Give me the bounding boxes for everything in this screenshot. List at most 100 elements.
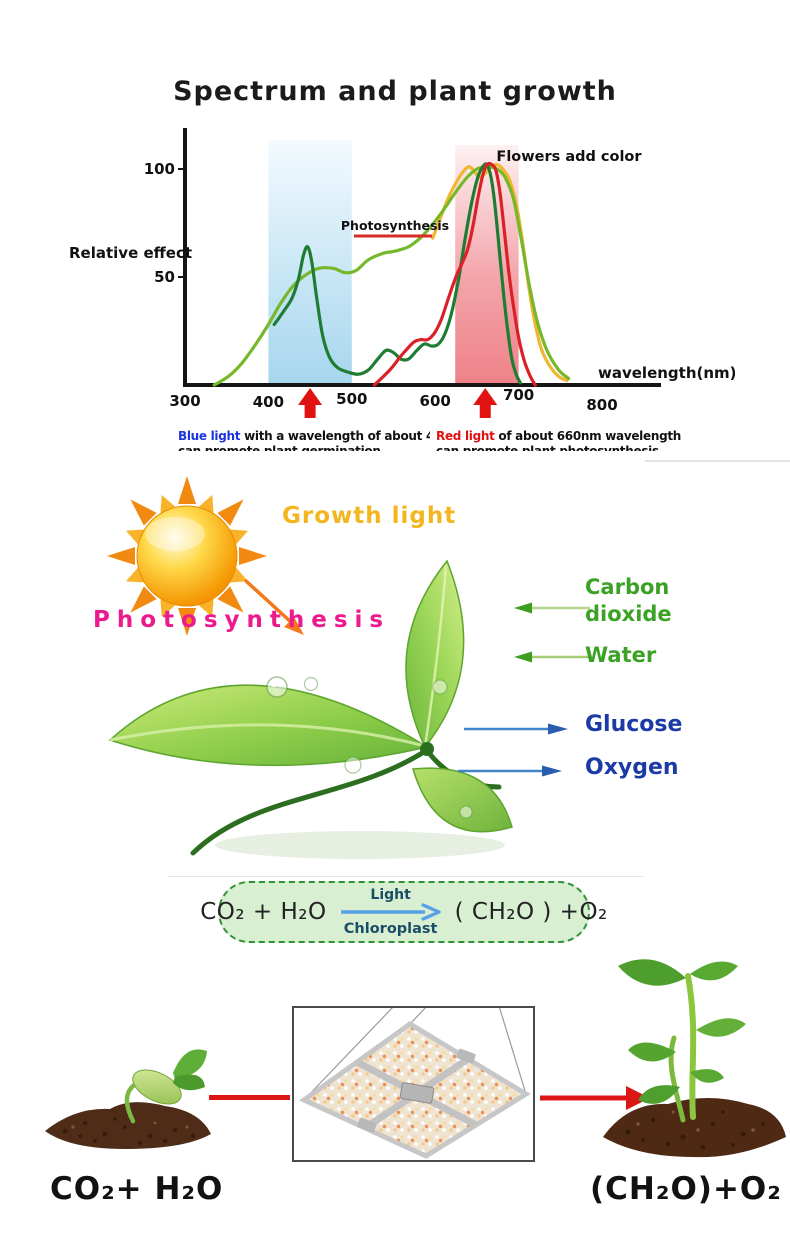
sun-ray xyxy=(126,567,144,583)
sun-icon xyxy=(107,476,267,636)
sun-ray xyxy=(178,476,196,504)
water-label: Water xyxy=(585,643,657,667)
grow-light-panel-box xyxy=(292,1005,535,1162)
caption-red-light: Red light of about 660nm wavelength can … xyxy=(436,429,686,451)
x-tick-label: 800 xyxy=(586,396,617,414)
leaf-upper-vein xyxy=(423,564,448,748)
plant-leaf-top-left xyxy=(618,959,686,986)
x-axis-label: wavelength(nm) xyxy=(598,364,735,382)
x-tick-label: 400 xyxy=(253,393,284,411)
sun-ray xyxy=(217,499,244,526)
sun-ray xyxy=(130,586,157,613)
divider-line-top xyxy=(645,460,790,462)
blue-light-band xyxy=(268,140,352,385)
wavelength-marker-arrow xyxy=(473,388,498,418)
equation-arrow-icon xyxy=(340,903,441,921)
chart-curve xyxy=(431,163,569,383)
panel-frame xyxy=(299,1021,531,1159)
carbon-dioxide-arrow-icon xyxy=(514,602,590,614)
caption-blue-line1: Blue light with a wavelength of about 45… xyxy=(178,429,430,444)
soil-speckles xyxy=(62,1117,196,1146)
photosynthesis-label: Photosynthesis xyxy=(93,607,391,633)
photosynthesis-annotation: Photosynthesis xyxy=(341,218,449,233)
x-tick-label: 600 xyxy=(420,392,451,410)
reactants-bottom-label: CO₂+ H₂O xyxy=(50,1171,224,1207)
y-tick-label: 50 xyxy=(154,268,175,286)
leaf-stem-long xyxy=(190,747,430,856)
sun-ray xyxy=(198,599,214,617)
soil-mound xyxy=(603,1098,786,1158)
sun-ray xyxy=(160,599,176,617)
plant-leaf-low-left xyxy=(638,1085,680,1104)
sun-ray xyxy=(239,547,267,565)
seedling-illustration xyxy=(45,1049,211,1149)
page-title: Spectrum and plant growth xyxy=(173,76,617,107)
panel-center-driver xyxy=(399,1082,435,1104)
sun-ray xyxy=(126,529,144,545)
products-bottom-label: (CH₂O)+O₂ xyxy=(590,1171,782,1207)
seedling-leaf-2 xyxy=(173,1074,205,1091)
sun-ray xyxy=(230,529,248,545)
sun-gloss xyxy=(145,517,205,551)
grown-plant-illustration xyxy=(603,959,786,1158)
sun-rays xyxy=(107,476,267,636)
leaf-large-vein xyxy=(109,723,426,748)
x-tick-label: 500 xyxy=(336,390,367,408)
sun-ray xyxy=(130,499,157,526)
soil-mound xyxy=(45,1102,211,1149)
caption-blue-rest: with a wavelength of about 450 nm xyxy=(244,429,430,443)
equation-chloroplast-label: Chloroplast xyxy=(343,920,438,937)
soil-speckles xyxy=(625,1110,765,1150)
spectrum-chart: 100 50 300 400 500 600 700 800 Relative effect wa… xyxy=(69,128,735,418)
grow-light-panel-illustration xyxy=(299,1005,531,1159)
caption-blue-line2: can promote plant germination xyxy=(178,444,381,451)
caption-red-line1: Red light of about 660nm wavelength xyxy=(436,429,686,444)
glucose-arrow-icon xyxy=(464,723,568,735)
growth-light-label: Growth light xyxy=(282,503,457,529)
plant-leaf-mid-left xyxy=(628,1042,676,1062)
plant-stem-side xyxy=(668,1035,686,1123)
equation-arrow-group: Light Chloroplast xyxy=(339,888,443,937)
seedling-cotyledon xyxy=(132,1069,182,1105)
plant-leaf-top-right xyxy=(690,961,738,981)
water-arrow-icon xyxy=(514,651,590,663)
connector-line xyxy=(209,1095,290,1100)
chart-curve xyxy=(272,162,522,385)
seedling-leaf-1 xyxy=(173,1049,207,1079)
sun-ray xyxy=(230,567,248,583)
leaves-illustration xyxy=(108,559,513,859)
plant-stem-main xyxy=(685,973,697,1120)
hanging-wires xyxy=(303,1005,527,1101)
caption-blue-highlight: Blue light xyxy=(178,429,241,443)
sunlight-arrow-icon xyxy=(244,579,304,635)
caption-red-highlight: Red light xyxy=(436,429,495,443)
sun-body xyxy=(136,505,238,607)
y-axis-label: Relative effect xyxy=(69,244,192,262)
equation-products: ( CH₂O ) +O₂ xyxy=(454,899,608,925)
equation-reactants: CO₂ + H₂O xyxy=(200,899,327,925)
carbon-dioxide-label: Carbon dioxide xyxy=(585,575,672,626)
y-tick-label: 100 xyxy=(144,160,175,178)
caption-red-line2: can promote plant photosynthesis xyxy=(436,444,659,451)
panel-bracket-1 xyxy=(456,1048,476,1064)
panel-bracket-2 xyxy=(357,1117,377,1133)
water-droplets xyxy=(266,676,473,819)
sun-ray xyxy=(217,586,244,613)
x-tick-label: 700 xyxy=(503,386,534,404)
photosynthesis-equation-box: CO₂ + H₂O Light Chloroplast ( CH₂O ) +O₂ xyxy=(200,881,607,943)
sun-ray xyxy=(178,608,196,636)
soil-highlights xyxy=(636,1110,755,1132)
oxygen-label: Oxygen xyxy=(585,755,679,780)
equation-light-label: Light xyxy=(370,886,411,903)
caption-blue-light: Blue light with a wavelength of about 45… xyxy=(178,429,430,451)
chart-axes xyxy=(183,128,661,387)
chart-curve xyxy=(212,165,571,387)
caption-red-rest: of about 660nm wavelength xyxy=(494,429,682,443)
sun-ray xyxy=(198,495,214,513)
glucose-label: Glucose xyxy=(585,712,683,737)
result-arrow-icon xyxy=(540,1086,650,1110)
plant-leaf-mid-right xyxy=(696,1018,746,1037)
sun-ray xyxy=(160,495,176,513)
wavelength-marker-arrow xyxy=(298,388,323,418)
